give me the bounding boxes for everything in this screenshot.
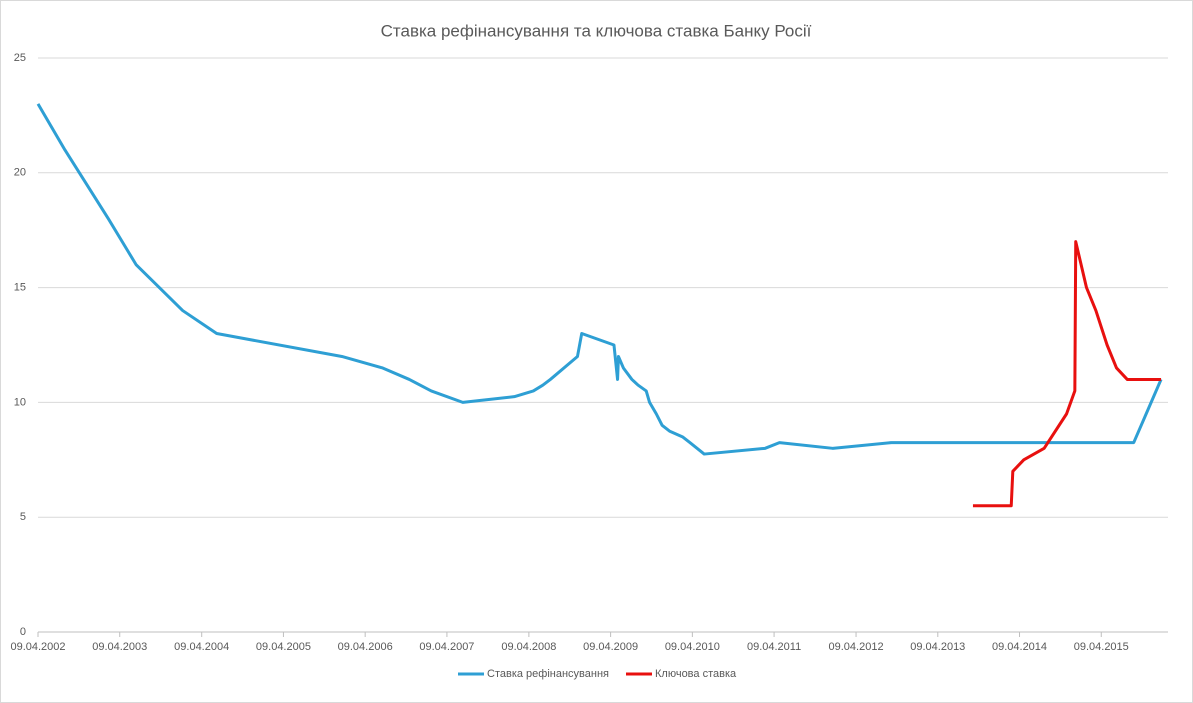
x-tick-label: 09.04.2014 [992, 641, 1047, 653]
x-tick-label: 09.04.2004 [174, 641, 229, 653]
y-tick-label: 0 [20, 626, 26, 638]
x-tick-label: 09.04.2008 [501, 641, 556, 653]
y-tick-label: 5 [20, 511, 26, 523]
x-tick-label: 09.04.2011 [747, 641, 801, 653]
x-tick-label: 09.04.2003 [92, 641, 147, 653]
x-tick-label: 09.04.2002 [10, 641, 65, 653]
x-tick-label: 09.04.2015 [1074, 641, 1129, 653]
chart-title: Ставка рефінансування та ключова ставка … [381, 21, 812, 40]
x-tick-label: 09.04.2012 [829, 641, 884, 653]
x-tick-label: 09.04.2006 [338, 641, 393, 653]
legend-label: Ставка рефінансування [487, 668, 609, 680]
y-tick-label: 20 [14, 167, 26, 179]
y-tick-label: 15 [14, 282, 26, 294]
x-tick-label: 09.04.2009 [583, 641, 638, 653]
x-tick-label: 09.04.2007 [419, 641, 474, 653]
series-line [36, 103, 1163, 456]
x-tick-label: 09.04.2013 [910, 641, 965, 653]
series-line [972, 240, 1162, 508]
y-tick-label: 10 [14, 396, 26, 408]
y-tick-label: 25 [14, 52, 26, 64]
x-tick-label: 09.04.2010 [665, 641, 720, 653]
x-tick-label: 09.04.2005 [256, 641, 311, 653]
legend-label: Ключова ставка [655, 668, 737, 680]
